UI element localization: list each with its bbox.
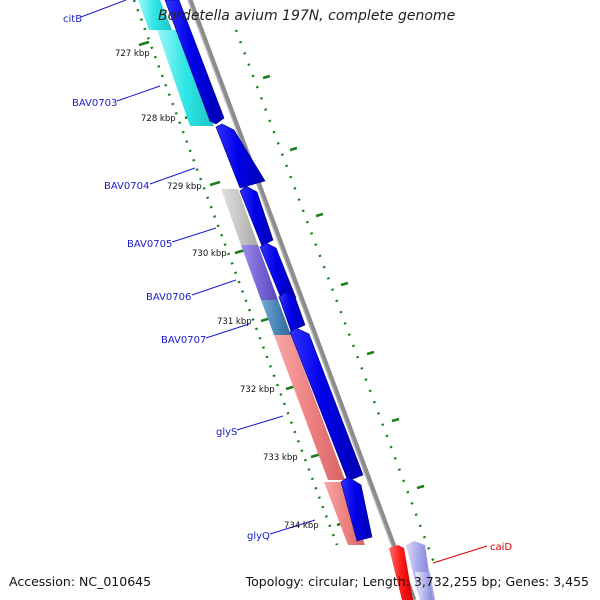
outer-ring-tick-3 [315, 212, 324, 218]
gc-content-band [415, 572, 435, 600]
leader-glyS [236, 415, 284, 431]
gene-label-BAV0704[interactable]: BAV0704 [104, 181, 149, 192]
outer-ring-tick-1 [262, 74, 271, 80]
gene-label-BAV0703[interactable]: BAV0703 [72, 98, 117, 109]
leader-glyQ [269, 519, 316, 535]
feature-citB [138, 0, 172, 30]
cds-arrow-3 [239, 185, 274, 247]
leader-caiD [432, 545, 488, 564]
kbp-label-731: 731 kbp [217, 317, 252, 327]
feature-BAV0705 [221, 189, 258, 245]
gene-label-caiD[interactable]: caiD [490, 542, 512, 553]
feature-BAV0706 [241, 245, 278, 300]
gene-label-BAV0707[interactable]: BAV0707 [161, 335, 206, 346]
cds-arrow-6 [289, 327, 364, 482]
cds-arrow-1 [164, 0, 225, 125]
outer-ring-tick-5 [366, 350, 375, 356]
genome-backbone-highlight [187, 0, 413, 600]
outer-ring-tick-2 [289, 146, 298, 152]
gene-label-BAV0706[interactable]: BAV0706 [146, 292, 191, 303]
genome-backbone [187, 0, 417, 600]
gene-label-BAV0705[interactable]: BAV0705 [127, 239, 172, 250]
tick-mark-729 [209, 180, 221, 187]
cds-arrow-5 [278, 291, 306, 332]
leader-BAV0705 [171, 227, 217, 243]
outer-ring-tick-4 [340, 281, 349, 287]
outer-ring-tick-6 [391, 417, 400, 423]
leader-BAV0706 [191, 279, 237, 296]
leader-BAV0703 [116, 85, 161, 102]
cds-arrow-7 [340, 476, 373, 542]
feature-BAV0707 [261, 300, 291, 335]
leader-BAV0704 [149, 167, 196, 185]
map-title: Bordetella avium 197N, complete genome [158, 8, 456, 24]
tick-mark-727 [138, 40, 150, 47]
accession-text: Accession: NC_010645 [9, 574, 152, 589]
kbp-label-732: 732 kbp [240, 385, 275, 395]
kbp-label-730: 730 kbp [192, 249, 227, 259]
leader-citB [80, 0, 127, 18]
kbp-label-733: 733 kbp [263, 453, 298, 463]
gene-label-glyQ[interactable]: glyQ [247, 531, 270, 542]
leader-BAV0707 [205, 323, 250, 339]
cds-arrow-4 [259, 242, 297, 304]
feature-glyS [274, 335, 345, 480]
feature-BAV0703 [157, 30, 214, 126]
kbp-label-727: 727 kbp [115, 49, 150, 59]
genome-summary-text: Topology: circular; Length: 3,732,255 bp… [245, 574, 589, 589]
scale-axis-dotted [132, 0, 339, 546]
feature-caiD [389, 545, 413, 600]
kbp-label-729: 729 kbp [167, 182, 202, 192]
gene-label-citB[interactable]: citB [63, 14, 82, 25]
gene-label-glyS[interactable]: glyS [216, 427, 237, 438]
kbp-label-734: 734 kbp [284, 521, 319, 531]
cds-arrow-2 [215, 123, 266, 189]
outer-ring-tick-7 [416, 484, 425, 490]
kbp-label-728: 728 kbp [141, 114, 176, 124]
